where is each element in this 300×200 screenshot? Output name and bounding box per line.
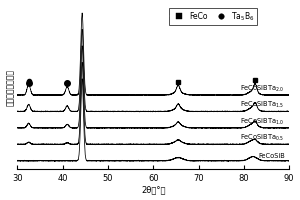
Text: FeCoSiBTa$_{1.0}$: FeCoSiBTa$_{1.0}$ bbox=[240, 116, 285, 127]
Legend: FeCo, Ta$_5$B$_6$: FeCo, Ta$_5$B$_6$ bbox=[169, 8, 257, 25]
X-axis label: 2θ（°）: 2θ（°） bbox=[141, 185, 166, 194]
Text: FeCoSiBTa$_{1.5}$: FeCoSiBTa$_{1.5}$ bbox=[241, 100, 285, 110]
Text: FeCoSiBTa$_{0.5}$: FeCoSiBTa$_{0.5}$ bbox=[241, 133, 285, 143]
Y-axis label: 强度（随机单位）: 强度（随机单位） bbox=[6, 69, 15, 106]
Text: FeCoSiB: FeCoSiB bbox=[258, 153, 285, 159]
Text: FeCoSiBTa$_{2.0}$: FeCoSiBTa$_{2.0}$ bbox=[240, 83, 285, 94]
